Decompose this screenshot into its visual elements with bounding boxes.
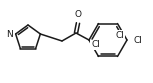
Text: Cl: Cl (115, 31, 124, 40)
Text: O: O (75, 10, 82, 19)
Text: N: N (6, 30, 13, 40)
Text: Cl: Cl (134, 36, 143, 44)
Text: Cl: Cl (91, 40, 100, 49)
